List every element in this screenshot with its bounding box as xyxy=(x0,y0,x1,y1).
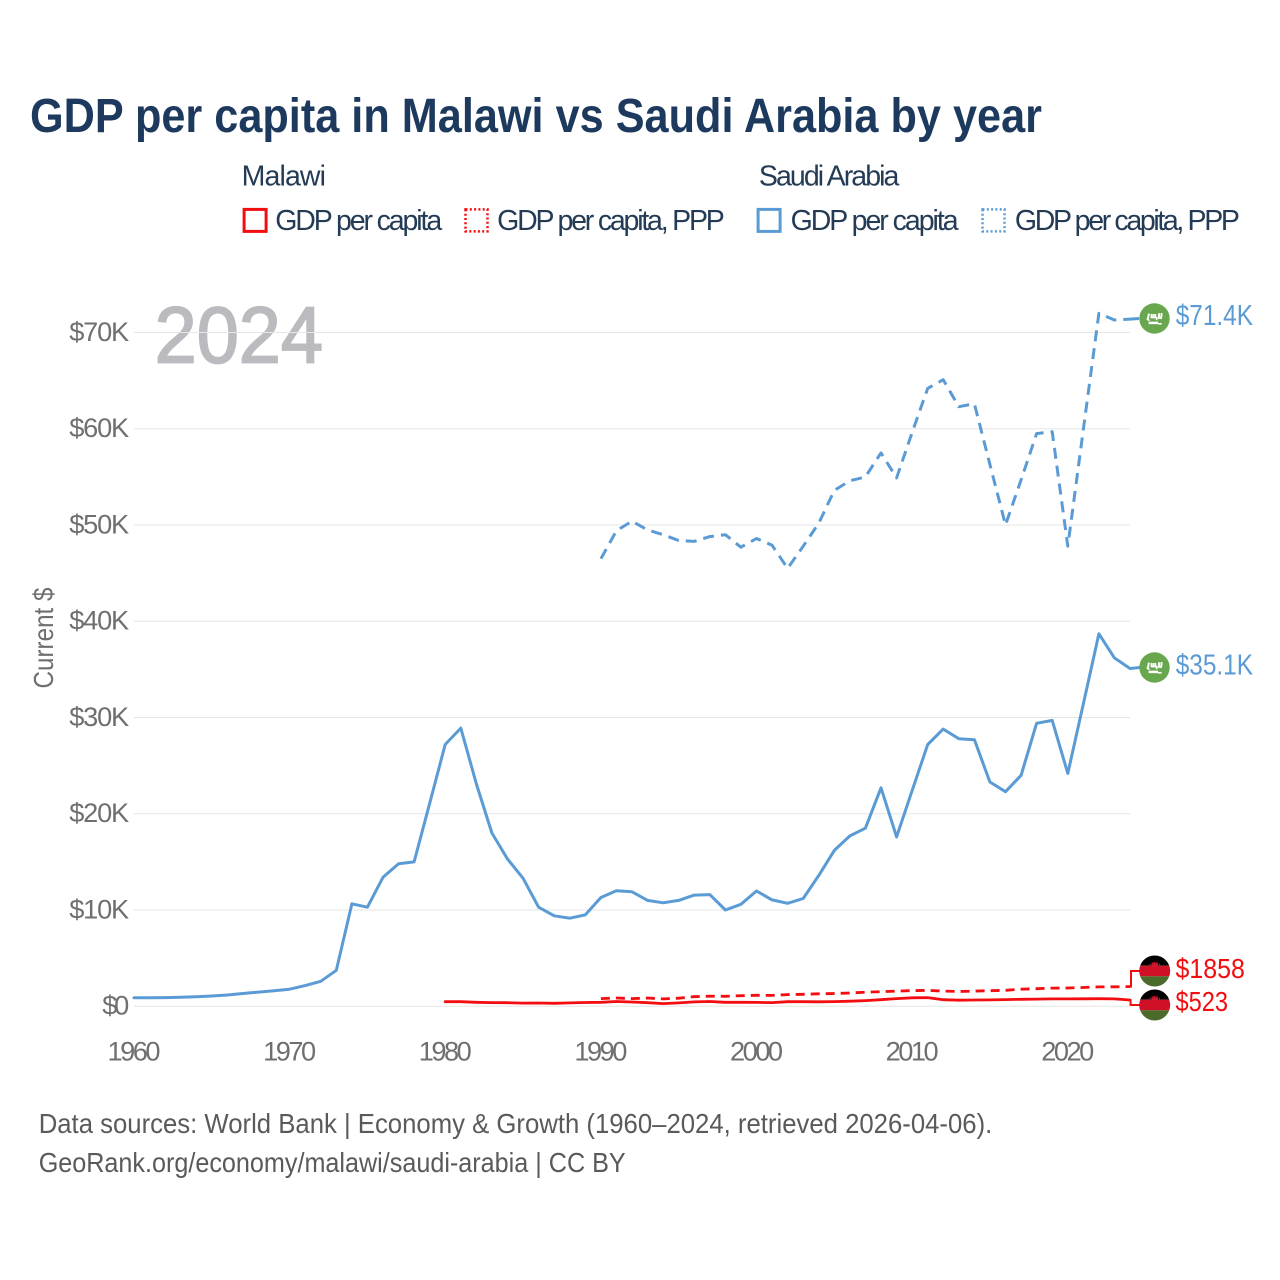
svg-text:$40K: $40K xyxy=(69,605,129,636)
svg-text:1970: 1970 xyxy=(263,1036,316,1067)
svg-text:GDP per capita, PPP: GDP per capita, PPP xyxy=(497,205,725,237)
svg-text:GDP per capita, PPP: GDP per capita, PPP xyxy=(1015,205,1240,237)
svg-text:2000: 2000 xyxy=(730,1036,783,1067)
svg-text:$20K: $20K xyxy=(69,797,129,828)
svg-text:GDP per capita in Malawi vs Sa: GDP per capita in Malawi vs Saudi Arabia… xyxy=(30,90,1042,143)
svg-text:$30K: $30K xyxy=(69,701,129,732)
svg-text:Saudi Arabia: Saudi Arabia xyxy=(759,161,900,193)
svg-text:$50K: $50K xyxy=(69,508,129,539)
svg-text:GeoRank.org/economy/malawi/sau: GeoRank.org/economy/malawi/saudi-arabia … xyxy=(39,1147,626,1178)
svg-text:$1858: $1858 xyxy=(1176,953,1245,984)
svg-text:$60K: $60K xyxy=(69,412,129,443)
svg-text:GDP per capita: GDP per capita xyxy=(791,205,959,237)
svg-text:2024: 2024 xyxy=(155,291,323,380)
svg-text:$71.4K: $71.4K xyxy=(1176,300,1253,332)
svg-text:$0: $0 xyxy=(102,990,129,1021)
svg-text:$70K: $70K xyxy=(69,316,129,347)
svg-text:1990: 1990 xyxy=(574,1036,627,1067)
svg-text:$10K: $10K xyxy=(69,893,129,924)
svg-text:GDP per capita: GDP per capita xyxy=(275,205,442,237)
svg-text:2010: 2010 xyxy=(886,1036,939,1067)
svg-text:Current $: Current $ xyxy=(28,588,59,689)
svg-text:1980: 1980 xyxy=(419,1036,472,1067)
svg-text:1960: 1960 xyxy=(108,1036,161,1067)
svg-text:2020: 2020 xyxy=(1041,1036,1094,1067)
svg-text:$523: $523 xyxy=(1176,986,1229,1017)
svg-text:Malawi: Malawi xyxy=(242,161,326,193)
svg-text:$35.1K: $35.1K xyxy=(1176,650,1253,682)
svg-text:Data sources: World Bank | Eco: Data sources: World Bank | Economy & Gro… xyxy=(39,1108,993,1139)
